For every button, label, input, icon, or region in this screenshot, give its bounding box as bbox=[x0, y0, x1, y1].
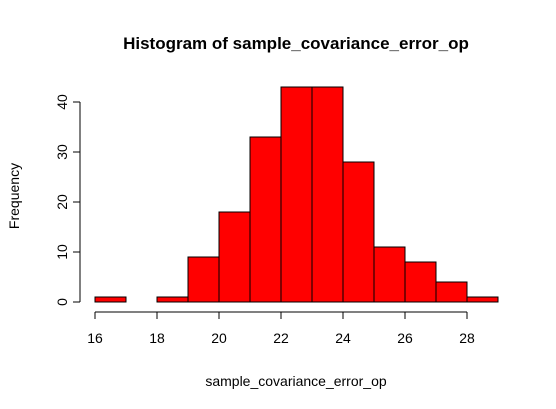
histogram-bar bbox=[435, 281, 468, 303]
histogram-bar bbox=[466, 296, 499, 303]
y-tick-label: 30 bbox=[54, 144, 70, 160]
x-tick-label: 20 bbox=[211, 330, 227, 346]
y-axis: 0 10 20 30 40 bbox=[54, 94, 81, 306]
histogram-bar bbox=[156, 296, 189, 303]
x-tick-label: 16 bbox=[87, 330, 103, 346]
x-tick-label: 22 bbox=[273, 330, 289, 346]
y-tick-label: 20 bbox=[54, 194, 70, 210]
chart-title: Histogram of sample_covariance_error_op bbox=[123, 34, 469, 53]
x-tick-label: 18 bbox=[149, 330, 165, 346]
y-tick-label: 10 bbox=[54, 244, 70, 260]
histogram-bar bbox=[249, 136, 282, 303]
x-axis: 16 18 20 22 24 26 28 bbox=[87, 311, 475, 346]
histogram-bar bbox=[187, 256, 220, 303]
histogram-bar bbox=[280, 86, 313, 303]
x-tick-label: 24 bbox=[335, 330, 351, 346]
histogram-bar bbox=[94, 296, 127, 303]
x-tick-label: 26 bbox=[397, 330, 413, 346]
x-axis-label: sample_covariance_error_op bbox=[205, 373, 387, 389]
histogram-bar bbox=[311, 86, 344, 303]
y-axis-label: Frequency bbox=[6, 163, 22, 229]
y-tick-label: 40 bbox=[54, 94, 70, 110]
histogram-bar bbox=[373, 246, 406, 303]
bars-group bbox=[94, 86, 499, 303]
x-tick-label: 28 bbox=[459, 330, 475, 346]
y-tick-label: 0 bbox=[54, 298, 70, 306]
histogram-bar bbox=[342, 161, 375, 303]
histogram-bar bbox=[404, 261, 437, 303]
histogram-bar bbox=[218, 211, 251, 303]
